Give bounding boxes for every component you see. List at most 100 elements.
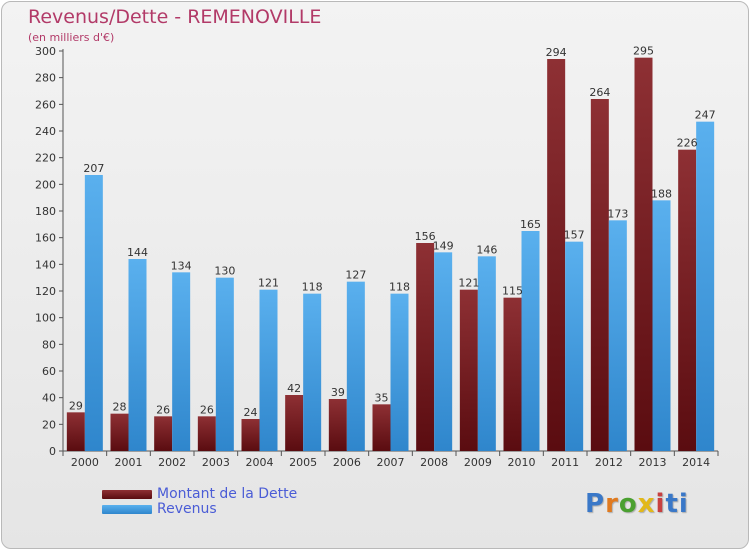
x-tick-label: 2002 <box>158 456 186 469</box>
x-tick-label: 2013 <box>639 456 667 469</box>
bar-dette <box>634 57 653 452</box>
data-label-revenus: 207 <box>83 162 104 175</box>
bar-dette <box>590 99 609 451</box>
bar-dette <box>66 412 85 451</box>
data-label-dette: 226 <box>677 137 698 150</box>
x-tick-label: 2010 <box>508 456 536 469</box>
x-tick-label: 2011 <box>551 456 579 469</box>
x-tick-label: 2005 <box>289 456 317 469</box>
bar-revenus <box>259 289 278 451</box>
x-tick-label: 2012 <box>595 456 623 469</box>
y-tick-label: 140 <box>35 258 56 271</box>
bar-revenus <box>696 121 715 452</box>
bars-group <box>66 57 715 452</box>
data-label-dette: 39 <box>331 386 345 399</box>
data-label-revenus: 149 <box>433 239 454 252</box>
data-label-revenus: 247 <box>695 109 716 122</box>
data-label-dette: 35 <box>375 391 389 404</box>
y-tick-label: 80 <box>42 338 56 351</box>
data-label-revenus: 188 <box>651 187 672 200</box>
data-label-revenus: 118 <box>389 281 410 294</box>
x-tick-label: 2007 <box>377 456 405 469</box>
data-label-revenus: 121 <box>258 277 279 290</box>
bar-revenus <box>303 293 322 451</box>
bar-revenus <box>565 241 584 451</box>
x-tick-label: 2004 <box>246 456 274 469</box>
y-tick-label: 260 <box>35 98 56 111</box>
data-label-dette: 26 <box>156 403 170 416</box>
y-tick-label: 300 <box>35 45 56 58</box>
legend-item-revenus: Revenus <box>102 501 217 517</box>
y-tick-label: 120 <box>35 285 56 298</box>
legend-label-dette: Montant de la Dette <box>157 486 298 502</box>
data-label-dette: 26 <box>200 403 214 416</box>
x-tick-label: 2008 <box>420 456 448 469</box>
y-tick-label: 160 <box>35 232 56 245</box>
bar-revenus <box>652 200 671 451</box>
bar-revenus <box>215 277 234 451</box>
bar-revenus <box>390 293 409 451</box>
chart-subtitle: (en milliers d'€) <box>28 31 115 44</box>
y-tick-label: 60 <box>42 365 56 378</box>
data-label-dette: 29 <box>69 399 83 412</box>
data-label-revenus: 165 <box>520 218 541 231</box>
y-axis: 0 20 40 60 80 100 120 140 160 180 200 220 240 260 280 3… <box>35 45 64 458</box>
data-label-dette: 28 <box>113 401 127 414</box>
x-tick-label: 2009 <box>464 456 492 469</box>
bar-revenus <box>434 252 453 451</box>
bar-dette <box>197 416 216 451</box>
x-tick-label: 2003 <box>202 456 230 469</box>
legend-item-dette: Montant de la Dette <box>102 486 297 502</box>
data-label-dette: 264 <box>589 86 610 99</box>
bar-dette <box>372 404 391 451</box>
bar-revenus <box>477 256 496 451</box>
x-tick-label: 2006 <box>333 456 361 469</box>
data-label-dette: 121 <box>458 277 479 290</box>
data-label-dette: 24 <box>244 406 258 419</box>
y-tick-label: 100 <box>35 312 56 325</box>
data-label-revenus: 173 <box>607 207 628 220</box>
y-tick-label: 220 <box>35 152 56 165</box>
y-tick-label: 40 <box>42 392 56 405</box>
bar-dette <box>285 395 304 451</box>
data-label-dette: 42 <box>287 382 301 395</box>
x-tick-label: 2001 <box>115 456 143 469</box>
data-label-revenus: 157 <box>564 229 585 242</box>
legend-swatch-dette <box>102 489 152 499</box>
bar-revenus <box>608 220 627 451</box>
data-label-dette: 295 <box>633 45 654 58</box>
bar-dette <box>241 419 260 451</box>
proxiti-logo: Proxiti <box>585 489 689 519</box>
legend-swatch-revenus <box>102 504 152 514</box>
x-tick-label: 2014 <box>682 456 710 469</box>
data-label-dette: 115 <box>502 285 523 298</box>
bar-dette <box>678 149 697 451</box>
x-tick-label: 2000 <box>71 456 99 469</box>
legend-label-revenus: Revenus <box>157 501 217 517</box>
data-label-revenus: 134 <box>171 259 192 272</box>
bar-revenus <box>128 259 147 451</box>
data-label-dette: 294 <box>546 46 567 59</box>
bar-revenus <box>346 281 365 451</box>
x-axis: 2000 2001 2002 2003 2004 2005 2006 2007 2008 2009… <box>62 450 719 469</box>
bar-dette <box>547 59 566 451</box>
bar-revenus <box>84 175 103 451</box>
y-tick-label: 180 <box>35 205 56 218</box>
bar-dette <box>503 297 522 451</box>
bar-dette <box>459 289 478 451</box>
chart-title: Revenus/Dette - REMENOVILLE <box>28 6 322 28</box>
bar-dette <box>416 243 435 451</box>
value-labels-group: 29 28 26 26 24 42 39 35 156 121 115 294 264 295 226 207… <box>69 45 716 419</box>
bar-dette <box>110 413 129 451</box>
y-tick-label: 200 <box>35 178 56 191</box>
bar-dette <box>328 399 347 451</box>
data-label-dette: 156 <box>415 230 436 243</box>
bar-revenus <box>521 231 540 451</box>
data-label-revenus: 130 <box>214 265 235 278</box>
y-tick-label: 240 <box>35 125 56 138</box>
data-label-revenus: 146 <box>476 243 497 256</box>
bar-dette <box>154 416 173 451</box>
y-tick-label: 0 <box>49 445 56 458</box>
